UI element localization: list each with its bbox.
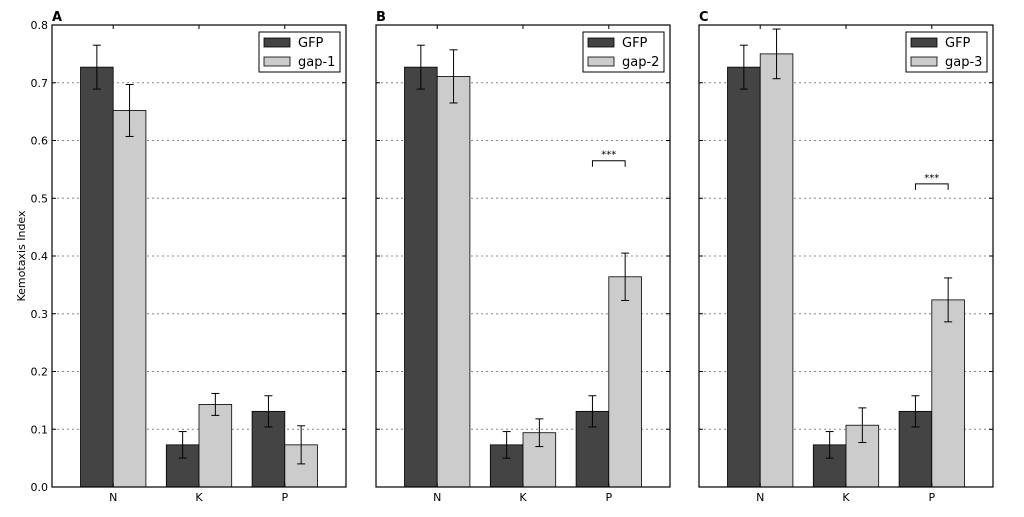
y-tick-label: 0.0: [31, 481, 49, 494]
significance-bracket: [914, 183, 949, 190]
legend-swatch-gap-3: [910, 56, 938, 67]
legend-label: GFP: [298, 36, 324, 51]
y-tick-label: 0.5: [31, 192, 49, 205]
legend-swatch-gap-1: [263, 56, 291, 67]
bar-gap-2-p: [608, 276, 642, 488]
y-tick-label: 0.3: [31, 308, 49, 321]
bar-gap-3-n: [759, 53, 794, 488]
y-tick-label: 0.6: [31, 135, 49, 148]
y-tick-label: 0.7: [31, 77, 49, 90]
legend-label: gap-3: [945, 55, 982, 70]
legend-label: GFP: [945, 36, 971, 51]
x-tick-label: N: [756, 491, 764, 504]
x-tick-label: P: [605, 491, 612, 504]
chart-panel-a: 0.0 0.1 0.2 0.3 0.4 0.5 0.6 0.7 0.8 N K P A GFP gap-1: [31, 10, 347, 504]
legend-swatch-gap-2: [587, 56, 615, 67]
chart-panel-c: N K P *** C GFP gap-3: [698, 10, 994, 504]
bar-gfp-n: [80, 66, 114, 488]
legend-label: gap-2: [622, 55, 659, 70]
x-tick-label: K: [195, 491, 203, 504]
x-tick-label: P: [281, 491, 288, 504]
y-tick-label: 0.1: [31, 423, 49, 436]
legend: GFP gap-1: [258, 31, 341, 73]
legend: GFP gap-2: [582, 31, 665, 73]
significance-label: ***: [601, 150, 616, 161]
bar-gap-1-n: [112, 110, 147, 488]
legend-swatch-gfp: [263, 37, 291, 48]
x-tick-label: N: [433, 491, 441, 504]
legend-swatch-gfp: [910, 37, 938, 48]
significance-bracket: [591, 160, 626, 167]
legend-label: GFP: [622, 36, 648, 51]
bar-gfp-n: [727, 66, 761, 488]
significance-label: ***: [924, 173, 939, 184]
plot-frame: [375, 24, 671, 488]
y-axis-label: Kemotaxis Index: [15, 210, 28, 301]
x-tick-label: N: [109, 491, 117, 504]
plot-frame: [51, 24, 347, 488]
y-tick-label: 0.2: [31, 366, 49, 379]
legend-swatch-gfp: [587, 37, 615, 48]
plot-frame: [698, 24, 994, 488]
legend-label: gap-1: [298, 55, 335, 70]
y-tick-label: 0.8: [31, 19, 49, 32]
bar-gfp-n: [404, 66, 438, 488]
chart-panel-b: N K P *** B GFP gap-2: [375, 10, 671, 504]
legend: GFP gap-3: [905, 31, 988, 73]
bar-gap-2-n: [436, 75, 471, 488]
x-tick-label: K: [842, 491, 850, 504]
panel-letter: C: [699, 10, 709, 25]
panel-letter: A: [52, 10, 62, 25]
x-tick-label: K: [519, 491, 527, 504]
bar-gap-1-k: [198, 404, 233, 488]
y-tick-label: 0.4: [31, 250, 49, 263]
panel-letter: B: [376, 10, 386, 25]
bar-gap-3-p: [931, 299, 965, 488]
x-tick-label: P: [928, 491, 935, 504]
